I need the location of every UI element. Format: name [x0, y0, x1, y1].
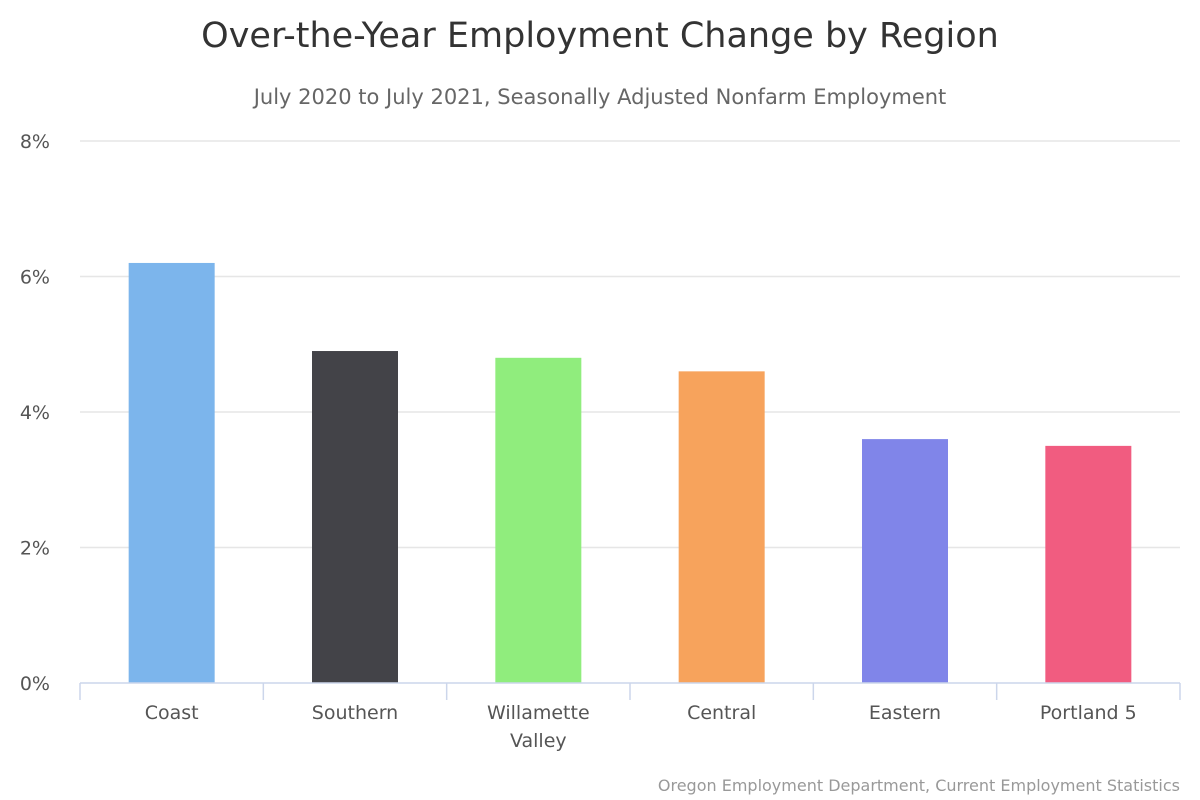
bar[interactable] [678, 371, 765, 683]
chart-credit[interactable]: Oregon Employment Department, Current Em… [658, 776, 1180, 795]
x-tick-label: Central [687, 702, 756, 724]
bar[interactable] [312, 351, 398, 683]
bars [128, 262, 1132, 683]
x-tick-label: Coast [145, 702, 199, 724]
y-tick-label: 2% [20, 538, 50, 560]
bar[interactable] [495, 357, 582, 683]
chart-subtitle: July 2020 to July 2021, Seasonally Adjus… [252, 85, 947, 109]
y-tick-label: 6% [20, 267, 50, 289]
x-tick-label: Southern [312, 702, 398, 724]
x-tick-label: Willamette Valley [487, 702, 590, 752]
y-tick-label: 0% [20, 673, 50, 695]
bar[interactable] [128, 262, 215, 683]
x-axis [79, 682, 1181, 700]
bar[interactable] [1045, 445, 1132, 683]
y-tick-label: 4% [20, 402, 50, 424]
x-tick-label: Eastern [869, 702, 941, 724]
chart-title: Over-the-Year Employment Change by Regio… [201, 16, 999, 56]
x-axis-labels: Coast Southern Willamette Valley Central East… [145, 702, 1137, 752]
y-axis-labels: 0% 2% 4% 6% 8% [20, 131, 50, 695]
gridlines [80, 140, 1180, 549]
y-tick-label: 8% [20, 131, 50, 153]
x-tick-label: Portland 5 [1040, 702, 1137, 724]
bar[interactable] [862, 439, 948, 683]
